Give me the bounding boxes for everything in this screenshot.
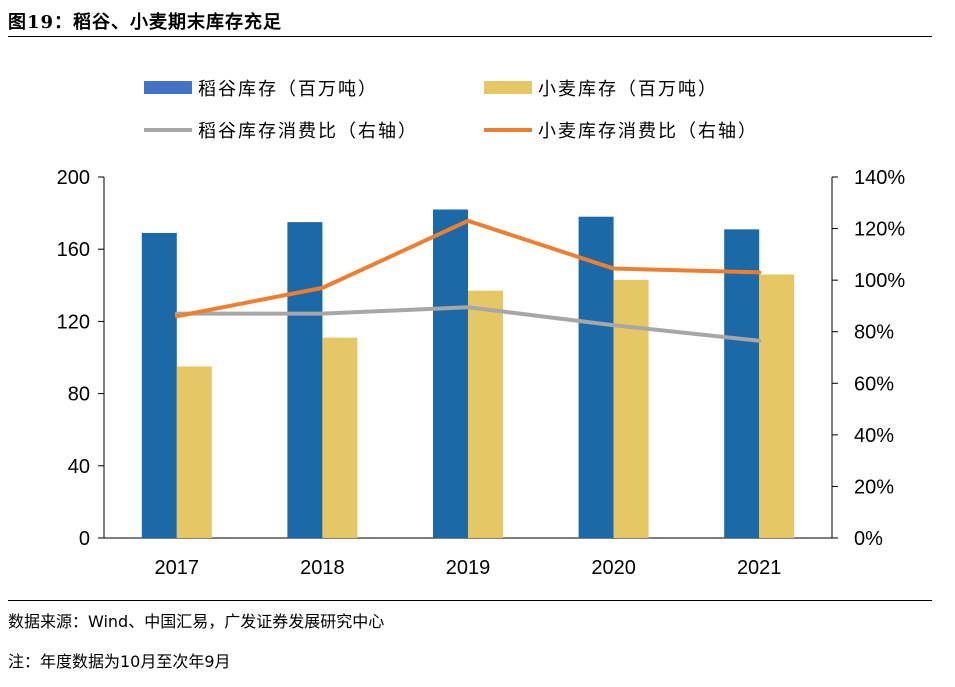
right-tick-label: 80% [854, 322, 894, 344]
footnote: 注：年度数据为10月至次年9月 [8, 652, 231, 671]
left-tick-label: 0 [79, 528, 90, 550]
rice-inventory-bar [724, 229, 760, 538]
x-tick-label: 2020 [591, 557, 636, 579]
x-tick-label: 2021 [737, 557, 782, 579]
right-tick-label: 0% [854, 528, 883, 550]
right-tick-label: 60% [854, 373, 894, 395]
rice-inventory-bar [141, 232, 177, 538]
x-tick-label: 2019 [446, 557, 491, 579]
bottom-rule [8, 600, 932, 601]
right-tick-label: 100% [854, 270, 905, 292]
wheat-inventory-bar [176, 366, 212, 538]
left-tick-label: 160 [57, 239, 90, 261]
left-tick-label: 200 [57, 167, 90, 189]
legend-rice-inventory-label: 稻谷库存（百万吨） [198, 79, 378, 100]
right-tick-label: 120% [854, 219, 905, 241]
left-tick-label: 80 [68, 384, 90, 406]
x-tick-label: 2018 [300, 557, 345, 579]
wheat-inventory-bar [468, 290, 503, 538]
figure-title: 图19：稻谷、小麦期末库存充足 [8, 12, 283, 33]
legend-wheat-inventory-label: 小麦库存（百万吨） [538, 79, 718, 100]
rice-inventory-bar [578, 216, 614, 538]
legend-wheat-ratio-label: 小麦库存消费比（右轴） [538, 121, 758, 142]
rice-inventory-bar [433, 209, 468, 539]
title-rule [8, 36, 932, 37]
chart-area: 0 40 80 120 160 200 0% 20% 40% 60% 80% 100% 120% 140%… [57, 79, 906, 579]
x-tick-label: 2017 [155, 557, 200, 579]
legend-rice-ratio-label: 稻谷库存消费比（右轴） [198, 121, 418, 142]
right-tick-label: 40% [854, 425, 894, 447]
wheat-inventory-bar [613, 279, 649, 538]
left-tick-label: 120 [57, 311, 90, 333]
right-tick-label: 140% [854, 167, 905, 189]
rice-inventory-bar [287, 222, 323, 538]
legend-rice-inventory-swatch [144, 81, 192, 94]
source-note: 数据来源：Wind、中国汇易，广发证券发展研究中心 [8, 612, 385, 631]
right-tick-label: 20% [854, 476, 894, 498]
wheat-inventory-bar [322, 337, 358, 538]
left-tick-label: 40 [68, 456, 90, 478]
legend-wheat-inventory-swatch [484, 81, 532, 94]
wheat-inventory-bar [759, 274, 795, 538]
